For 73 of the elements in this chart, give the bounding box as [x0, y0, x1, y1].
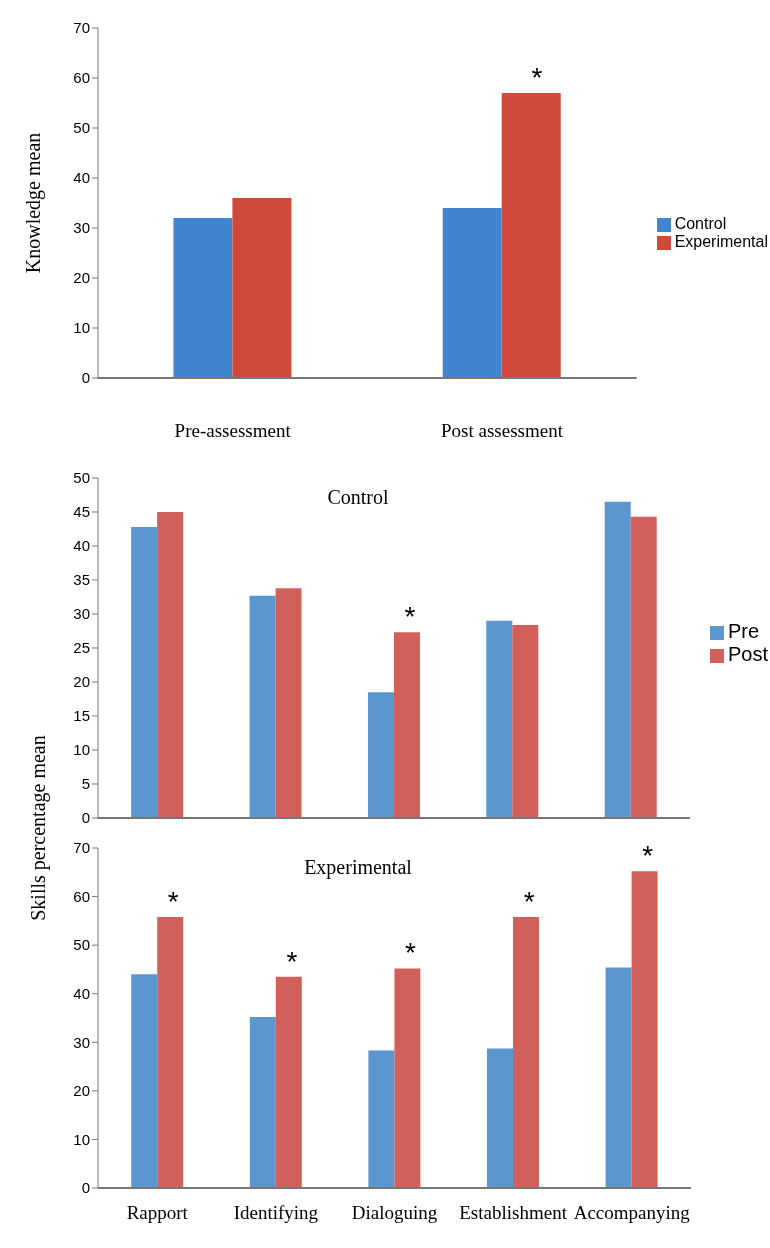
y-tick-label: 10: [73, 741, 90, 759]
y-tick-label: 60: [73, 69, 90, 87]
y-tick-label: 40: [73, 169, 90, 187]
y-tick-label: 10: [73, 319, 90, 337]
y-tick-label: 20: [73, 1082, 90, 1100]
y-tick-label: 50: [73, 119, 90, 137]
bar: [605, 967, 632, 1188]
legend-label: Post: [727, 643, 768, 665]
bar: [249, 1017, 276, 1188]
y-tick-label: 30: [73, 219, 90, 237]
bar: [604, 501, 631, 818]
bar: [393, 632, 420, 818]
legend-label: Control: [674, 215, 727, 232]
y-tick-label: 0: [81, 369, 90, 387]
annotation: *: [531, 62, 543, 93]
bar: [249, 595, 276, 818]
y-tick-label: 50: [73, 936, 90, 954]
bar: [487, 1048, 514, 1188]
x-tick-label: Post assessment: [441, 420, 564, 442]
x-tick-label: Establishment: [459, 1202, 568, 1224]
bar: [630, 516, 657, 818]
y-tick-label: 0: [81, 1179, 90, 1197]
y-tick-label: 5: [81, 775, 90, 793]
y-tick-label: 10: [73, 1130, 90, 1148]
y-tick-label: 30: [73, 605, 90, 623]
bar: [512, 624, 539, 818]
x-tick-label: Rapport: [126, 1202, 189, 1224]
y-tick-label: 50: [73, 469, 90, 487]
y-axis-title: Skills percentage mean: [26, 734, 50, 923]
chart-title: Experimental: [303, 856, 413, 879]
x-tick-label: Accompanying: [573, 1202, 691, 1224]
bar: [157, 512, 184, 818]
x-tick-label: Pre-assessment: [174, 420, 292, 442]
annotation: *: [523, 885, 535, 917]
bar: [232, 198, 292, 378]
bar: [631, 871, 658, 1188]
y-tick-label: 40: [73, 985, 90, 1003]
bar: [513, 916, 540, 1188]
x-tick-label: Identifying: [233, 1202, 319, 1224]
bar: [486, 620, 513, 818]
annotation: *: [286, 945, 298, 977]
y-tick-label: 70: [73, 839, 90, 857]
annotation: *: [405, 937, 417, 969]
annotation: *: [642, 840, 654, 872]
bar: [394, 968, 421, 1188]
y-tick-label: 20: [73, 269, 90, 287]
y-tick-label: 30: [73, 1033, 90, 1051]
y-tick-label: 25: [73, 639, 90, 657]
bar: [157, 916, 184, 1188]
bar: [367, 692, 394, 818]
bar: [275, 588, 302, 818]
y-tick-label: 45: [73, 503, 90, 521]
y-tick-label: 40: [73, 537, 90, 555]
bar: [275, 976, 302, 1188]
bar: [368, 1050, 395, 1188]
y-tick-label: 15: [73, 707, 90, 725]
y-axis-title: Knowledge mean: [22, 132, 46, 274]
bar: [131, 526, 158, 818]
bar: [442, 208, 502, 378]
bar: [173, 218, 233, 378]
chart-title: Control: [327, 486, 389, 508]
annotation: *: [167, 885, 179, 917]
y-tick-label: 70: [73, 19, 90, 37]
bar: [131, 974, 158, 1188]
y-tick-label: 20: [73, 673, 90, 691]
y-tick-label: 60: [73, 887, 90, 905]
x-tick-label: Dialoguing: [351, 1202, 438, 1224]
legend-label: Pre: [727, 620, 760, 642]
y-tick-label: 35: [73, 571, 90, 589]
y-tick-label: 0: [81, 809, 90, 827]
bar: [501, 93, 561, 378]
legend-label: Experimental: [674, 233, 768, 250]
annotation: *: [404, 601, 416, 633]
